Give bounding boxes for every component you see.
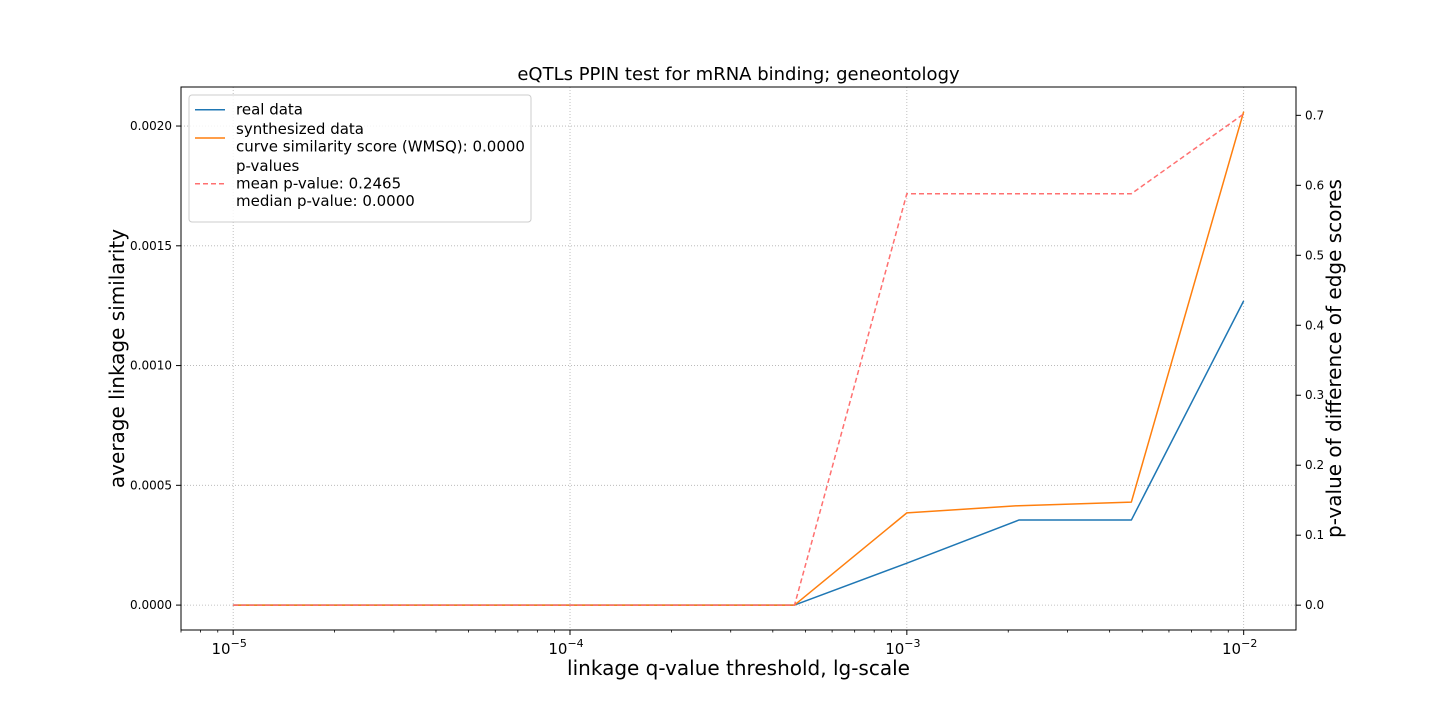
- right-y-axis: 0.0 0.1 0.2 0.3 0.4 0.5 0.6 0.7: [1296, 108, 1324, 612]
- x-tick-label: 10−5: [212, 637, 247, 658]
- legend-label: curve similarity score (WMSQ): 0.0000: [236, 138, 525, 156]
- legend-label: median p-value: 0.0000: [236, 192, 415, 210]
- y2-tick-label: 0.7: [1305, 108, 1324, 122]
- legend-box: [188, 94, 532, 223]
- series-line-p-values: [233, 113, 1245, 606]
- y2-tick-label: 0.5: [1305, 248, 1324, 262]
- y-tick-label: 0.0020: [130, 119, 172, 133]
- y-tick-label: 0.0010: [130, 359, 172, 373]
- y2-tick-label: 0.3: [1305, 388, 1324, 402]
- legend-label: p-values: [236, 157, 300, 175]
- y2-tick-label: 0.0: [1305, 598, 1324, 612]
- y-tick-label: 0.0015: [130, 239, 172, 253]
- y2-tick-label: 0.1: [1305, 528, 1324, 542]
- y-tick-label: 0.0000: [130, 598, 172, 612]
- y-tick-label: 0.0005: [130, 478, 172, 492]
- y2-tick-label: 0.6: [1305, 178, 1324, 192]
- y2-tick-label: 0.2: [1305, 458, 1324, 472]
- series-line-real-data: [233, 300, 1245, 606]
- plot-frame: [180, 86, 1297, 631]
- x-tick-label: 10−2: [1222, 637, 1257, 658]
- x-tick-label: 10−4: [548, 637, 583, 658]
- x-tick-label: 10−3: [885, 637, 920, 658]
- legend-label: real data: [236, 101, 303, 119]
- series-lines: [233, 111, 1245, 606]
- x-axis: 10−5 10−4 10−3 10−2: [180, 630, 1257, 658]
- y2-axis-title: p-value of difference of edge scores: [1322, 179, 1346, 538]
- legend-label: mean p-value: 0.2465: [236, 175, 401, 193]
- y2-tick-label: 0.4: [1305, 318, 1324, 332]
- y-axis-title: average linkage similarity: [105, 229, 129, 488]
- left-y-axis: 0.0000 0.0005 0.0010 0.0015 0.0020: [130, 119, 181, 612]
- legend-label: synthesized data: [236, 120, 364, 138]
- x-axis-title: linkage q-value threshold, lg-scale: [567, 656, 910, 680]
- chart-title: eQTLs PPIN test for mRNA binding; geneon…: [517, 64, 960, 85]
